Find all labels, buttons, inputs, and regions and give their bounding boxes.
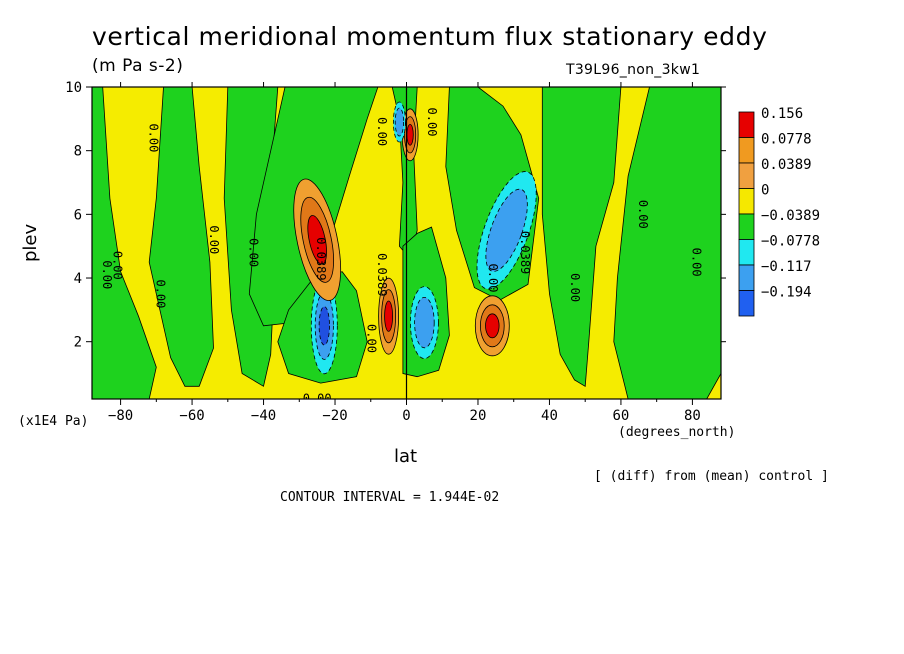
negative-region-2 — [148, 87, 214, 387]
difference-note: [ (diff) from (mean) control ] — [594, 469, 829, 484]
contour-label-10: 0.00 — [486, 264, 500, 293]
legend-swatch-1 — [738, 111, 755, 138]
x-axis: −80 −60 −40 −20 0 20 40 60 80 — [108, 82, 701, 424]
positive-contour-level-3 — [406, 124, 414, 146]
negative-region-9 — [541, 87, 622, 387]
y-tick-label: 10 — [65, 80, 82, 96]
positive-extremum-2 — [378, 277, 400, 355]
positive-contour-level-3 — [384, 300, 394, 332]
y-axis-units: (x1E4 Pa) — [18, 414, 89, 429]
contour-label-3: 0.00 — [100, 260, 114, 289]
chart-units: (m Pa s-2) — [92, 56, 184, 76]
x-tick-label: 60 — [613, 408, 630, 424]
run-label: T39L96_non_3kw1 — [566, 62, 701, 78]
contour-interval-note: CONTOUR INTERVAL = 1.944E-02 — [280, 490, 500, 505]
x-tick-label: 80 — [684, 408, 701, 424]
negative-extremum-3 — [409, 286, 439, 360]
y-axis: 2 4 6 8 10 — [65, 80, 726, 351]
contour-label-5: 0.00 — [207, 225, 221, 254]
contour-label-2: 0.00 — [153, 279, 167, 308]
contour-label-13: 0.00 — [636, 200, 650, 229]
contour-label-8: 0.00 — [364, 324, 378, 353]
y-tick-label: 6 — [74, 207, 82, 223]
positive-contour-level-3 — [307, 215, 327, 265]
contour-labels: 0.000.000.000.000.00 0.00 0.03890.000.0389… — [100, 108, 704, 406]
legend-swatch-2 — [738, 137, 755, 164]
legend-level-label-2: 0.0778 — [761, 132, 812, 148]
x-axis-units: (degrees_north) — [618, 425, 736, 440]
legend-swatch-8 — [738, 290, 755, 317]
contour-label-17: 0.00 — [425, 108, 439, 137]
legend-level-label-4: 0 — [761, 183, 769, 199]
legend-swatch-7 — [738, 264, 755, 291]
contour-label-15: 0.00 — [146, 123, 160, 152]
legend-level-label-7: −0.117 — [761, 259, 812, 275]
negative-extremum-1 — [310, 277, 338, 375]
y-tick-label: 8 — [74, 144, 82, 160]
x-tick-label: −20 — [322, 408, 347, 424]
legend-level-label-1: 0.156 — [761, 106, 803, 122]
x-tick-label: 40 — [541, 408, 558, 424]
negative-region-1 — [92, 87, 157, 399]
contour-label-16: 0.00 — [375, 117, 389, 146]
negative-contour-level-3 — [318, 306, 330, 346]
y-axis-label: plev — [20, 223, 41, 262]
negative-contour-level-2 — [394, 107, 404, 137]
x-tick-label: −60 — [179, 408, 204, 424]
legend-level-label-8: −0.194 — [761, 285, 812, 301]
legend-level-label-5: −0.0389 — [761, 208, 820, 224]
legend-level-label-6: −0.0778 — [761, 234, 820, 250]
chart-title: vertical meridional momentum flux statio… — [92, 22, 768, 51]
legend-swatch-4 — [738, 188, 755, 215]
negative-extremum-8 — [392, 101, 406, 143]
negative-contour-level-2 — [485, 188, 528, 272]
contour-label-11: 0.0389 — [518, 231, 532, 274]
negative-contour-level-2 — [414, 296, 435, 349]
color-legend: 0.156 0.0778 0.0389 0 −0.0389 −0.0778 −0.117 −0… — [738, 106, 820, 317]
x-axis-label: lat — [394, 446, 418, 467]
x-tick-label: −40 — [251, 408, 276, 424]
positive-contour-level-3 — [485, 313, 500, 339]
contour-label-7: 0.0389 — [314, 237, 328, 280]
contour-label-14: 0.00 — [690, 248, 704, 277]
x-tick-label: 0 — [402, 408, 410, 424]
legend-level-label-3: 0.0389 — [761, 157, 812, 173]
x-tick-label: −80 — [108, 408, 133, 424]
contour-field — [92, 87, 721, 399]
negative-region-10 — [613, 87, 721, 399]
contour-label-6: 0.00 — [246, 238, 260, 267]
y-tick-label: 4 — [74, 271, 82, 287]
positive-extremum-5 — [293, 178, 342, 301]
positive-extremum-4 — [474, 295, 510, 357]
legend-swatch-6 — [738, 239, 755, 266]
negative-extremum-6 — [476, 171, 537, 290]
contour-label-9: 0.0389 — [375, 253, 389, 296]
contour-label-1: 0.00 — [303, 392, 332, 406]
contour-label-4: 0.00 — [111, 251, 125, 280]
contour-label-12: 0.00 — [568, 273, 582, 302]
y-tick-label: 2 — [74, 335, 82, 351]
x-tick-label: 20 — [470, 408, 487, 424]
legend-swatch-3 — [738, 162, 755, 189]
legend-swatch-5 — [738, 213, 755, 240]
